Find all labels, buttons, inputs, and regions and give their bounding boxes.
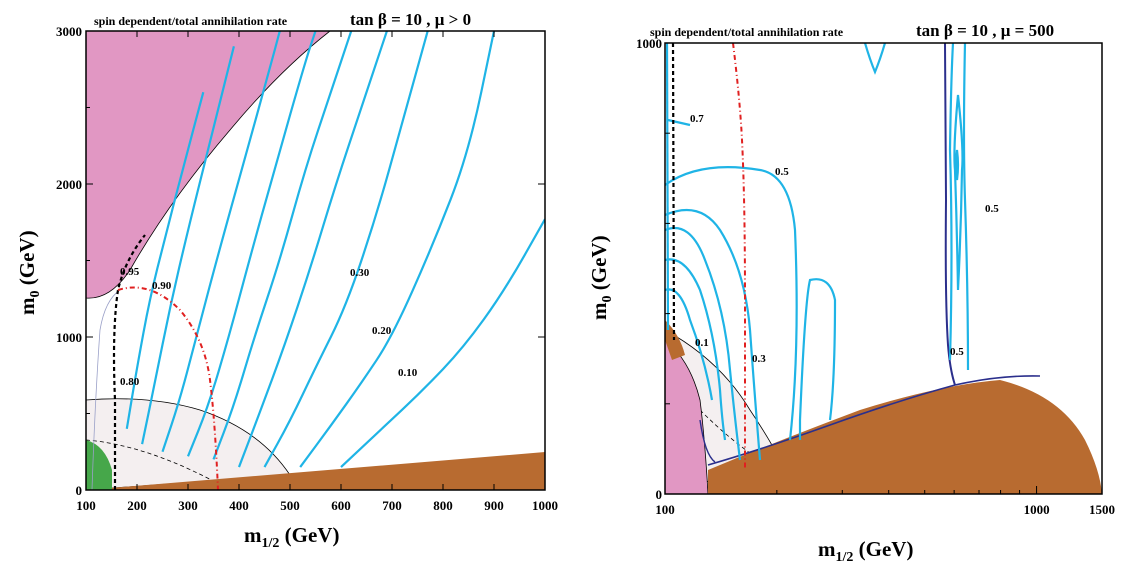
left-x-tick-label: 900 <box>484 498 504 513</box>
right-higgs-line <box>732 43 746 470</box>
left-contour-line <box>212 31 353 460</box>
left-g2-region <box>86 398 291 490</box>
left-contour-line <box>237 31 388 468</box>
left-contour-label: 0.90 <box>152 280 172 292</box>
left-contour-line <box>263 31 429 468</box>
xlabel-unit: (GeV) <box>279 523 339 547</box>
left-y-tick-label: 3000 <box>56 24 82 39</box>
left-x-tick-label: 400 <box>229 498 249 513</box>
right-contour-line <box>665 43 670 331</box>
left-contour-line <box>161 31 281 453</box>
left-contour-label: 0.30 <box>350 267 370 279</box>
right-contour-line <box>798 278 837 440</box>
left-chargino-line <box>112 234 146 490</box>
ylabel-main: m <box>15 297 39 315</box>
left-contour-label: 0.80 <box>120 376 140 388</box>
right-plot-frame <box>664 42 1103 495</box>
right-x-tick-label: 1000 <box>1024 502 1050 517</box>
right-title-small: spin dependent/total annihilation rate <box>650 25 844 39</box>
right-title-big: tan β = 10 , μ = 500 <box>916 21 1054 40</box>
right-contour-line <box>953 94 964 291</box>
left-contour-line <box>141 46 235 445</box>
left-title-small: spin dependent/total annihilation rate <box>94 14 288 28</box>
right-contour-line <box>665 208 762 461</box>
left-contour-label: 0.10 <box>398 367 418 379</box>
right-contour-line <box>667 118 691 127</box>
left-x-tick-label: 100 <box>76 498 96 513</box>
left-thin-contour <box>91 289 121 490</box>
right-tick-group: 100 1000 1500 0 1000 <box>636 36 1115 517</box>
right-contour-label: 0.1 <box>695 337 709 349</box>
right-x-tick-label: 1500 <box>1089 502 1115 517</box>
right-contour-label: 0.3 <box>752 353 766 365</box>
left-contour-group <box>125 31 545 468</box>
left-x-tick-label: 1000 <box>532 498 558 513</box>
xlabel-unit: (GeV) <box>853 537 913 561</box>
left-x-tick-label: 300 <box>178 498 198 513</box>
ylabel-sub: 0 <box>28 291 43 298</box>
left-title-big: tan β = 10 , μ > 0 <box>350 10 471 29</box>
xlabel-main: m <box>818 537 836 561</box>
ylabel-main: m <box>587 302 611 320</box>
right-contour-label: 0.5 <box>775 166 789 178</box>
left-stau-region <box>86 452 545 490</box>
left-x-tick-label: 200 <box>127 498 147 513</box>
right-dark-contour <box>944 43 956 386</box>
left-x-axis-label: m1/2 (GeV) <box>244 523 339 551</box>
left-x-tick-label: 600 <box>331 498 351 513</box>
right-contour-line <box>948 43 970 371</box>
xlabel-sub: 1/2 <box>262 536 280 551</box>
ylabel-unit: (GeV) <box>15 230 39 290</box>
right-contour-label: 0.5 <box>950 346 964 358</box>
right-contour-line <box>863 43 887 75</box>
left-x-tick-label: 800 <box>433 498 453 513</box>
left-x-tick-label: 500 <box>280 498 300 513</box>
left-contour-line <box>299 31 496 468</box>
right-contour-line <box>954 149 960 181</box>
right-contour-line <box>665 166 798 441</box>
right-y-tick-label: 0 <box>656 487 663 502</box>
left-y-axis-label: m0 (GeV) <box>15 230 43 315</box>
left-y-tick-label: 2000 <box>56 177 82 192</box>
right-contour-line <box>665 227 742 461</box>
ylabel-unit: (GeV) <box>587 235 611 295</box>
right-dark-contour <box>699 419 716 463</box>
left-higgs-line <box>117 286 219 490</box>
left-y-tick-label: 0 <box>76 483 83 498</box>
xlabel-sub: 1/2 <box>836 550 854 562</box>
left-x-tick-label: 700 <box>382 498 402 513</box>
xlabel-main: m <box>244 523 262 547</box>
left-y-tick-label: 1000 <box>56 330 82 345</box>
left-g2-dashed <box>86 439 231 490</box>
left-tick-group: 100 200 300 400 500 600 700 800 900 1000 0 1000 2000… <box>56 24 558 513</box>
right-y-axis-label: m0 (GeV) <box>587 235 615 320</box>
right-contour-label: 0.7 <box>690 113 704 125</box>
right-y-tick-label: 1000 <box>636 36 662 51</box>
left-contour-label: 0.95 <box>120 266 140 278</box>
right-chargino-line <box>671 43 676 341</box>
right-contour-label: 0.5 <box>985 203 999 215</box>
left-contour-line <box>125 91 205 429</box>
left-charged-lsp-region <box>86 31 331 299</box>
left-contour-label: 0.20 <box>372 325 392 337</box>
right-dark-contour <box>707 375 1041 466</box>
right-x-axis-label: m1/2 (GeV) <box>818 537 913 562</box>
left-contour-line <box>186 31 317 457</box>
right-panel: 100 1000 1500 0 1000 0.7 0.5 0.5 0.1 0.3 0.5… <box>587 21 1115 562</box>
right-contour-line <box>665 258 727 441</box>
left-contour-line <box>340 218 545 468</box>
right-x-tick-label: 100 <box>655 502 675 517</box>
left-panel: 100 200 300 400 500 600 700 800 900 1000 0 1000 2000… <box>15 10 558 551</box>
ylabel-sub: 0 <box>600 296 615 303</box>
